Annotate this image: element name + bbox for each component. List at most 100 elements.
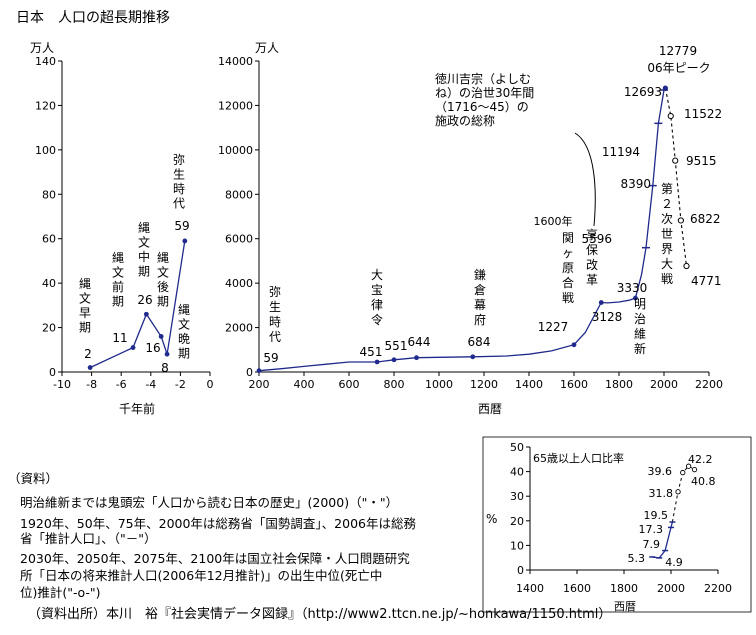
ancient-axes: 0 20 40 60 80 100 120 140 -10 -8 -6 -4 -2 0 (35, 55, 214, 391)
ancient-era-label-char: 文 (178, 317, 190, 332)
historical-value-label: 451 (360, 345, 383, 359)
ancient-era-label-char: 縄 (138, 220, 150, 235)
historical-data-point (256, 368, 262, 374)
historical-data-point (414, 355, 419, 361)
ancient-value-label: 26 (137, 293, 152, 307)
x-tick-label: 400 (294, 378, 315, 391)
annotation-kyoho-char: 保 (586, 243, 598, 257)
aging-chart: % 65歳以上人口比率 0 10 20 30 40 50 1400 1600 1800 2000 2… (482, 436, 752, 613)
x-tick-label: 1800 (605, 378, 633, 391)
y-tick-label: 14000 (218, 55, 253, 68)
aging-value-label: 42.2 (688, 453, 713, 466)
ancient-value-label: 16 (145, 341, 160, 355)
annotation-kyoho-char: 改 (586, 258, 598, 272)
aging-legend-label: 65歳以上人口比率 (533, 451, 624, 465)
annotation-sekigahara-char: ヶ (562, 246, 574, 260)
aging-value-label: 5.3 (628, 552, 646, 565)
ancient-era-label-char: 期 (79, 321, 91, 335)
ancient-era-label-char: 期 (178, 347, 190, 361)
historical-value-label: 9515 (686, 154, 717, 168)
x-tick-label: 1800 (610, 582, 638, 595)
x-tick-label: -2 (175, 378, 186, 391)
annotation-yoshimune-line: （1716～45）の (435, 100, 529, 114)
historical-unit-label: 万人 (255, 41, 279, 55)
historical-value-label: 5596 (581, 232, 612, 246)
historical-data-point (633, 295, 638, 301)
annotation-sekigahara-year: 1600年 (534, 214, 573, 228)
ancient-era-label-char: 文 (138, 235, 150, 250)
historical-value-label: 12779 (659, 44, 697, 58)
ancient-era-label-char: 期 (138, 265, 150, 279)
annotation-taiho-char: 律 (371, 298, 383, 312)
historical-value-label: 684 (468, 335, 491, 349)
y-tick-label: 60 (42, 233, 56, 246)
projection-data-point (677, 217, 684, 224)
historical-value-label: 12693 (624, 85, 662, 99)
historical-value-label: 4771 (691, 274, 722, 288)
notes-line: 所「日本の将来推計人口(2006年12月推計)」の出生中位(死亡中 (20, 568, 383, 583)
ancient-era-label-char: 縄 (178, 302, 190, 317)
source-credit: （資料出所）本川 裕『社会実情データ図録』（http://www2.ttcn.n… (28, 607, 612, 622)
annotation-yayoi-char: 弥 (269, 284, 281, 299)
annotation-ww2-char: 大 (661, 257, 673, 271)
aging-value-label: 17.3 (639, 523, 664, 536)
y-tick-label: 8000 (225, 188, 253, 201)
annotation-yoshimune-line: ね）の治世30年間 (435, 86, 534, 100)
annotation-kamakura-char: 鎌 (474, 267, 486, 282)
aging-value-label: 31.8 (649, 487, 674, 500)
annotation-sekigahara-char: 原 (562, 261, 574, 275)
y-tick-label: 30 (510, 490, 524, 503)
y-tick-label: 20 (42, 322, 56, 335)
historical-plot: 59 451 551 644 684 1227 3128 3330 5596 8390 11194 1… (256, 44, 722, 374)
historical-value-label: 6822 (690, 212, 721, 226)
ancient-data-point (158, 334, 164, 339)
y-tick-label: 80 (42, 188, 56, 201)
ancient-era-label-char: 中 (138, 249, 150, 264)
ancient-era-label-char: 時 (173, 182, 185, 196)
aging-value-label: 40.8 (691, 475, 716, 488)
y-tick-label: 2000 (225, 322, 253, 335)
aging-projection-point (691, 466, 698, 473)
x-tick-label: 1000 (425, 378, 453, 391)
annotation-meiji: 明治維新 (634, 297, 646, 356)
aging-plot: 5.3 4.9 7.9 17.319.5 31.8 39.6 42.2 40.8 (628, 453, 716, 569)
annotation-sekigahara-char: 関 (562, 231, 574, 245)
y-tick-label: 50 (510, 441, 524, 454)
historical-axes: 0 2000 4000 6000 8000 10000 12000 14000 200 400 60… (218, 55, 723, 391)
x-tick-label: 2200 (704, 582, 732, 595)
ancient-era-label-char: 文 (79, 291, 91, 306)
annotation-ww2-char: 次 (661, 212, 673, 226)
historical-value-label: 644 (408, 335, 431, 349)
aging-x-axis-label: 西暦 (614, 600, 636, 613)
annotation-ww2-char: 第 (661, 182, 673, 196)
notes-heading: （資料） (8, 471, 59, 486)
x-tick-label: -8 (86, 378, 97, 391)
historical-data-point (598, 300, 604, 305)
annotation-yayoi-char: 代 (269, 330, 281, 344)
historical-x-axis-label: 西暦 (478, 402, 502, 416)
aging-value-label: 7.9 (643, 538, 661, 551)
x-tick-label: 2000 (650, 378, 678, 391)
y-tick-label: 120 (35, 99, 56, 112)
annotation-meiji-char: 治 (634, 312, 646, 326)
y-tick-label: 0 (49, 366, 56, 379)
ancient-era-label-char: 後 (157, 280, 169, 294)
ancient-value-label: 11 (112, 331, 127, 345)
x-tick-label: 1600 (563, 582, 591, 595)
ancient-era-label-char: 生 (173, 168, 185, 182)
x-tick-label: 800 (384, 378, 405, 391)
aging-projection-point (680, 469, 686, 476)
historical-value-label: 59 (263, 351, 278, 365)
ancient-era-label-char: 弥 (173, 152, 185, 167)
annotation-ww2-char: 世 (661, 227, 673, 241)
x-tick-label: 1600 (560, 378, 588, 391)
ancient-era-label-char: 早 (79, 306, 91, 320)
historical-data-point (571, 342, 577, 348)
